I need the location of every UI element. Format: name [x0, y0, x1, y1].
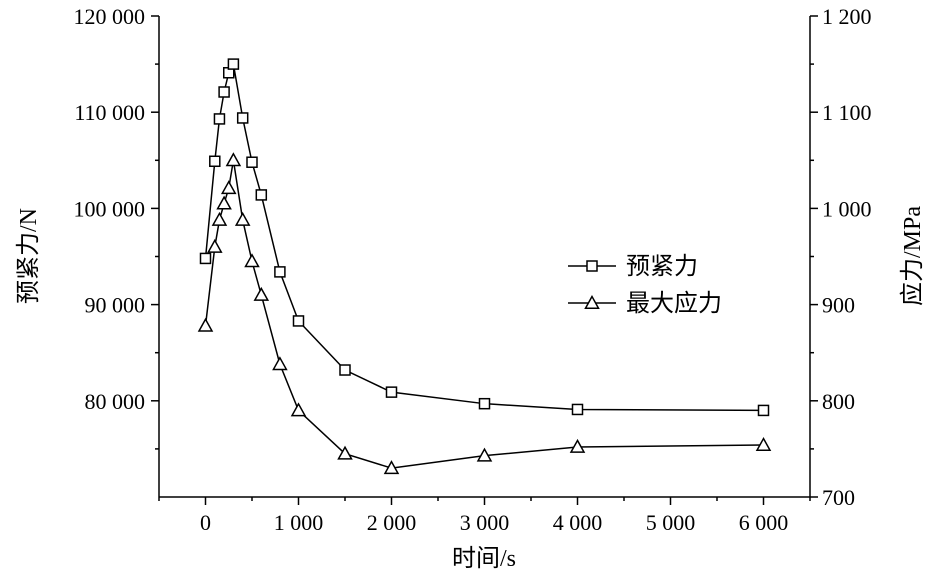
- data-point: [478, 397, 491, 410]
- data-point: [274, 266, 286, 278]
- y2-tick-label: 1 000: [822, 196, 872, 221]
- data-point: [755, 437, 772, 452]
- data-point: [216, 195, 232, 210]
- y2-tick-label: 1 100: [822, 100, 872, 125]
- data-point: [234, 211, 251, 226]
- y-tick-label: 120 000: [74, 4, 146, 29]
- series-2: [197, 152, 772, 475]
- x-tick-label: 0: [200, 510, 211, 535]
- data-point: [227, 58, 240, 70]
- x-tick-label: 1 000: [274, 510, 324, 535]
- series-layer: [197, 58, 772, 475]
- legend-marker: [586, 260, 598, 272]
- y2-tick-label: 1 200: [822, 4, 872, 29]
- x-tick-label: 6 000: [739, 510, 789, 535]
- data-point: [337, 445, 353, 460]
- legend-label: 预紧力: [626, 253, 698, 280]
- data-point: [213, 113, 226, 125]
- series-line: [204, 160, 764, 469]
- data-point: [292, 315, 305, 327]
- y-tick-label: 110 000: [74, 100, 145, 125]
- data-point: [569, 438, 586, 453]
- x-tick-label: 4 000: [553, 510, 603, 535]
- y-tick-label: 80 000: [85, 389, 146, 414]
- data-point: [197, 317, 214, 332]
- x-tick-label: 2 000: [367, 510, 417, 535]
- x-tick-label: 5 000: [646, 510, 696, 535]
- data-point: [383, 460, 400, 475]
- y2-tick-label: 800: [822, 389, 855, 414]
- y-axis-label: 预紧力/N: [15, 208, 42, 304]
- legend-item: 预紧力: [568, 253, 698, 280]
- x-axis-label: 时间/s: [452, 545, 516, 572]
- data-point: [757, 404, 770, 417]
- y2-axis-label: 应力/MPa: [899, 206, 926, 306]
- data-point: [255, 189, 268, 201]
- y2-tick-label: 700: [822, 485, 855, 510]
- data-point: [225, 152, 242, 167]
- data-point: [385, 386, 398, 398]
- legend-label: 最大应力: [626, 290, 722, 317]
- data-point: [207, 238, 223, 253]
- data-point: [246, 156, 258, 168]
- y-tick-label: 90 000: [85, 293, 146, 318]
- data-point: [290, 402, 307, 417]
- series-1: [199, 58, 770, 417]
- axes-frame: 0 1 000 2 000 3 000 4 000 5 000 6 000 80 000 90 …: [74, 4, 872, 535]
- data-point: [209, 155, 221, 168]
- data-point: [236, 112, 249, 124]
- data-point: [244, 253, 260, 268]
- data-point: [272, 356, 288, 371]
- data-point: [211, 211, 228, 226]
- data-point: [571, 403, 584, 416]
- series-line: [204, 61, 764, 412]
- legend-marker: [584, 294, 600, 309]
- data-point: [476, 447, 493, 462]
- data-point: [199, 252, 212, 265]
- data-point: [218, 86, 230, 98]
- legend-item: 最大应力: [568, 290, 722, 317]
- data-point: [253, 286, 270, 301]
- x-tick-label: 3 000: [460, 510, 510, 535]
- data-point: [220, 180, 237, 195]
- data-point: [339, 364, 351, 376]
- y2-tick-label: 900: [822, 293, 855, 318]
- y-tick-label: 100 000: [74, 196, 146, 221]
